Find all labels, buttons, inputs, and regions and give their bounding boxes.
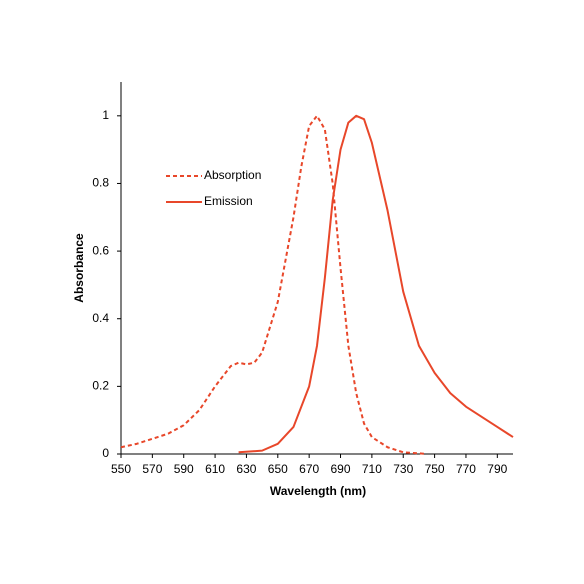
x-tick-label: 550 (111, 462, 131, 476)
y-tick-label: 0.8 (92, 176, 109, 190)
x-tick-label: 710 (362, 462, 382, 476)
x-tick-label: 570 (142, 462, 162, 476)
x-tick-label: 590 (174, 462, 194, 476)
x-tick-label: 770 (456, 462, 476, 476)
y-tick-label: 0.2 (92, 379, 109, 393)
x-tick-label: 750 (425, 462, 445, 476)
x-axis-title: Wavelength (nm) (270, 484, 366, 498)
y-tick-label: 0.6 (92, 243, 109, 257)
y-tick-label: 0 (102, 446, 109, 460)
series-line (120, 114, 427, 455)
y-tick-label: 0.4 (92, 311, 109, 325)
x-tick-label: 650 (268, 462, 288, 476)
y-axis-title: Absorbance (72, 233, 86, 303)
y-tick-label: 1 (102, 108, 109, 122)
legend-label: Absorption (204, 168, 261, 182)
x-tick-label: 670 (299, 462, 319, 476)
x-tick-label: 610 (205, 462, 225, 476)
x-tick-label: 630 (236, 462, 256, 476)
x-tick-label: 690 (331, 462, 351, 476)
legend-label: Emission (204, 194, 253, 208)
x-tick-label: 730 (393, 462, 413, 476)
x-tick-label: 790 (487, 462, 507, 476)
series-line (238, 114, 514, 454)
